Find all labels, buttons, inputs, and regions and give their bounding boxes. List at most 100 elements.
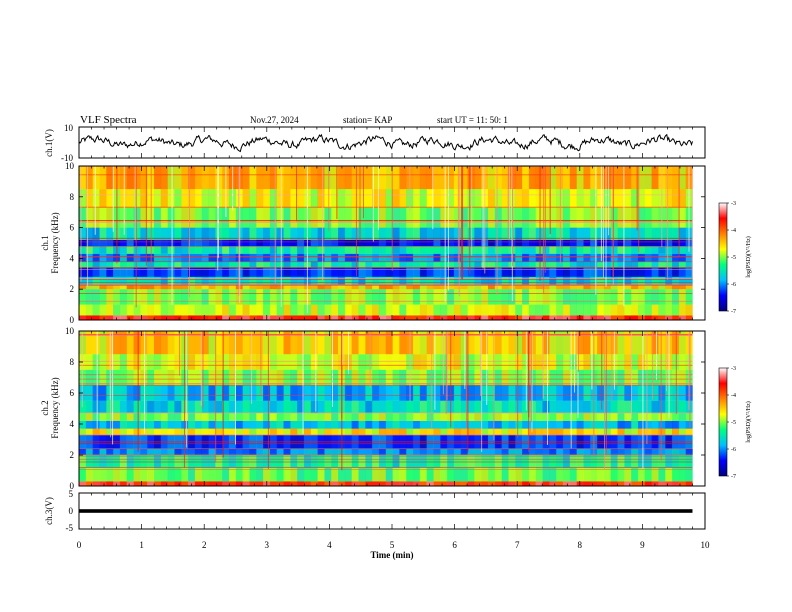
spectrogram-cell xyxy=(79,246,87,254)
spectrogram-cell xyxy=(419,400,427,414)
spectrogram-cell xyxy=(413,467,421,482)
spectrogram-cell xyxy=(406,455,414,468)
spectrogram-cell xyxy=(474,189,482,208)
spectrogram-cell xyxy=(79,261,87,268)
spectrogram-cell xyxy=(651,304,659,316)
spectrogram-cell xyxy=(631,289,639,305)
spectrogram-cell xyxy=(501,261,509,268)
spectrogram-cell xyxy=(603,246,611,254)
spectrogram-cell xyxy=(453,304,462,316)
spectrogram-cell xyxy=(99,400,107,414)
spectrogram-cell xyxy=(603,481,611,486)
spectrogram-cell xyxy=(562,239,571,247)
spectrogram-cell xyxy=(228,253,237,262)
spectrogram-cell xyxy=(99,239,107,247)
spectrogram-cell xyxy=(228,420,237,429)
spectrogram-cell xyxy=(249,246,257,254)
spectrogram-cell xyxy=(194,166,202,190)
spectrogram-cell xyxy=(678,207,686,228)
spectrogram-cell xyxy=(188,331,196,355)
spectrogram-cell xyxy=(113,467,121,482)
spectrogram-cell xyxy=(222,261,230,268)
spectrogram-cell xyxy=(133,400,141,414)
spectrogram-cell xyxy=(201,253,209,262)
spectrogram-cell xyxy=(413,315,421,320)
spectrogram-cell xyxy=(440,207,448,228)
spectrogram-cell xyxy=(344,239,352,247)
spectrogram-cell xyxy=(392,239,400,247)
spectrogram-cell xyxy=(140,189,148,208)
spectrogram-cell xyxy=(153,253,162,262)
spectrogram-cell xyxy=(167,261,175,268)
spectrogram-cell xyxy=(153,189,162,208)
spectrogram-cell xyxy=(344,253,352,262)
spectrogram-cell xyxy=(338,276,346,285)
spectrogram-cell xyxy=(331,428,339,435)
spectrogram-cell xyxy=(576,284,584,290)
spectrogram-cell xyxy=(358,261,366,268)
spectrogram-cell xyxy=(678,284,686,290)
spectrogram-cell xyxy=(242,267,250,277)
spectrogram-cell xyxy=(419,304,427,316)
spectrogram-cell xyxy=(474,385,482,401)
start-time-text: start UT = 11: 50: 1 xyxy=(437,115,508,125)
spectrogram-cell xyxy=(658,331,666,355)
spectrogram-cell xyxy=(481,284,489,290)
spectrogram-cell xyxy=(440,246,448,254)
spectrogram-cell xyxy=(310,400,318,414)
spectrogram-cell xyxy=(474,413,482,421)
spectrogram-cell xyxy=(297,481,305,486)
spectrogram-cell xyxy=(603,385,611,401)
spectrogram-cell xyxy=(603,331,611,355)
spectrogram-cell xyxy=(365,400,373,414)
spectrogram-cell xyxy=(297,166,305,190)
spectrogram-cell xyxy=(624,413,632,421)
spectrogram-cell xyxy=(303,448,312,455)
spectrogram-cell xyxy=(556,369,564,386)
spectrogram-cell xyxy=(174,276,182,285)
spectrogram-cell xyxy=(672,448,680,455)
spectrogram-cell xyxy=(358,239,366,247)
spectrogram-cell xyxy=(92,267,100,277)
spectrogram-cell xyxy=(481,481,489,486)
spectrogram-cell xyxy=(344,289,352,305)
spectrogram-cell xyxy=(569,455,577,468)
spectrogram-cell xyxy=(385,481,393,486)
spectrogram-cell xyxy=(413,400,421,414)
spectrogram-cell xyxy=(331,267,339,277)
spectrogram-cell xyxy=(181,284,189,290)
spectrogram-cell xyxy=(181,239,189,247)
spectrogram-cell xyxy=(140,428,148,435)
spectrogram-cell xyxy=(385,166,393,190)
spectrogram-cell xyxy=(460,304,468,316)
spectrogram-cell xyxy=(528,166,537,190)
spectrogram-cell xyxy=(378,189,387,208)
spectrogram-cell xyxy=(215,289,223,305)
spectrogram-cell xyxy=(644,189,652,208)
spectrogram-cell xyxy=(426,276,434,285)
spectrogram-cell xyxy=(167,304,175,316)
spectrogram-cell xyxy=(208,227,216,240)
spectrogram-cell xyxy=(603,289,611,305)
spectrogram-cell xyxy=(678,420,686,429)
spectrogram-cell xyxy=(194,227,202,240)
spectrogram-cell xyxy=(426,385,434,401)
spectrogram-cell xyxy=(92,448,100,455)
spectrogram-cell xyxy=(222,207,230,228)
spectrogram-cell xyxy=(324,481,332,486)
spectrogram-cell xyxy=(665,467,673,482)
spectrogram-cell xyxy=(631,239,639,247)
spectrogram-cell xyxy=(460,166,468,190)
spectrogram-cell xyxy=(263,420,271,429)
spectrogram-cell xyxy=(228,246,237,254)
spectrogram-cell xyxy=(672,428,680,435)
spectrogram-cell xyxy=(413,239,421,247)
spectrogram-cell xyxy=(467,239,475,247)
spectrogram-cell xyxy=(610,276,618,285)
spectrogram-cell xyxy=(263,385,271,401)
spectrogram-cell xyxy=(440,289,448,305)
spectrogram-cell xyxy=(372,385,380,401)
spectrogram-cell xyxy=(556,315,564,320)
spectrogram-cell xyxy=(569,315,577,320)
spectrogram-cell xyxy=(392,189,400,208)
